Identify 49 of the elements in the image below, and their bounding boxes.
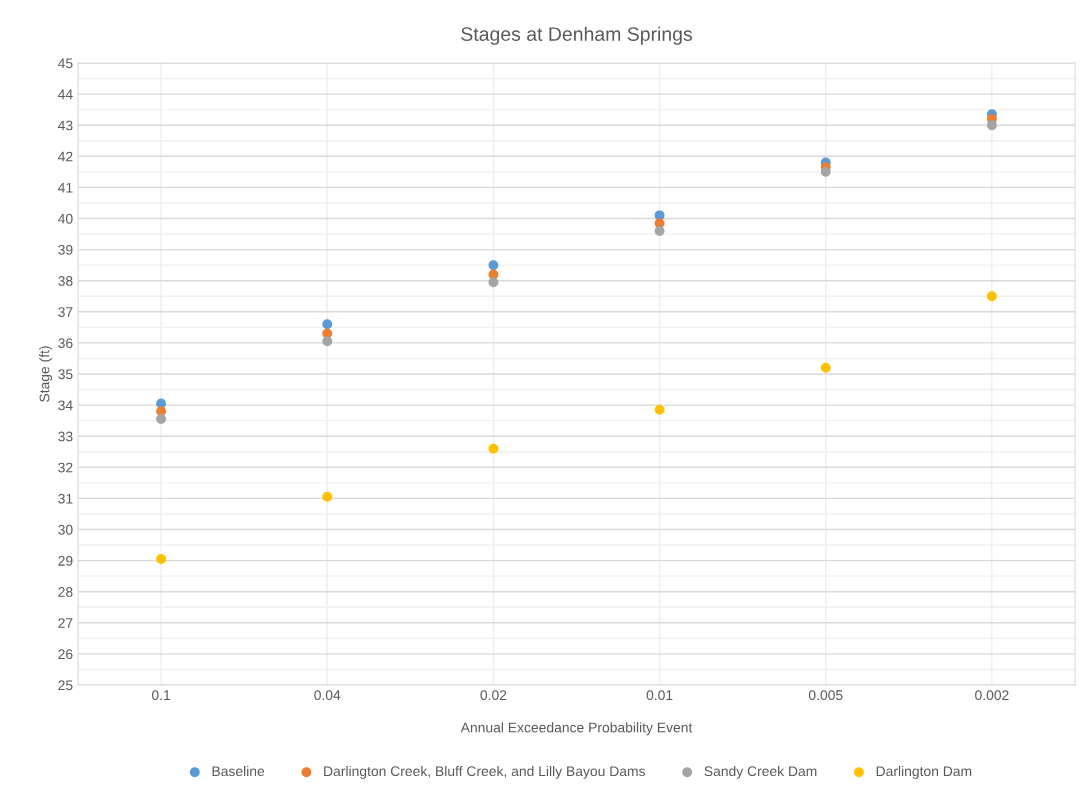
point (654, 225, 665, 236)
y-tick-label: 32 (58, 462, 73, 473)
y-tick-label: 45 (58, 58, 73, 69)
point (488, 277, 499, 288)
legend-label: Darlington Creek, Bluff Creek, and Lilly Bayou Dams (324, 765, 645, 779)
y-tick-label: 26 (58, 649, 73, 660)
y-tick-label: 39 (58, 244, 73, 255)
point (156, 398, 167, 409)
point (156, 554, 167, 565)
point (986, 291, 997, 302)
y-tick-label: 27 (58, 618, 73, 628)
point (488, 260, 499, 271)
y-tick-label: 37 (58, 307, 73, 317)
x-tick-label: 0.002 (975, 690, 1009, 701)
legend-label: Baseline (212, 765, 265, 777)
y-tick-label: 41 (58, 182, 73, 193)
y-tick-label: 40 (58, 213, 73, 224)
y-tick-label: 30 (58, 524, 73, 535)
point (322, 319, 333, 330)
x-tick-label: 0.1 (151, 690, 171, 701)
point (986, 120, 997, 131)
y-tick-label: 35 (58, 369, 73, 380)
chart-title: Stages at Denham Springs (461, 26, 692, 45)
y-tick-label: 29 (58, 555, 73, 566)
x-tick-label: 0.02 (480, 690, 507, 701)
point (820, 362, 831, 373)
point (820, 166, 831, 177)
y-tick-label: 38 (58, 276, 73, 286)
x-tick-label: 0.04 (314, 690, 341, 701)
y-tick-label: 31 (58, 493, 73, 504)
y-tick-label: 43 (58, 120, 73, 131)
y-tick-label: 36 (58, 338, 73, 349)
y-tick-label: 25 (58, 680, 73, 691)
x-axis-title: Annual Exceedance Probability Event (460, 722, 693, 736)
y-tick-label: 42 (58, 151, 73, 162)
point (156, 414, 167, 425)
legend-label: Sandy Creek Dam (704, 765, 817, 779)
y-axis-title: Stage (ft) (39, 346, 53, 402)
y-tick-label: 44 (58, 89, 73, 100)
x-tick-label: 0.01 (646, 690, 673, 701)
point (322, 336, 333, 347)
point (654, 404, 665, 415)
y-tick-label: 33 (58, 431, 73, 442)
legend-label: Darlington Dam (876, 765, 972, 779)
y-tick-label: 28 (58, 587, 73, 597)
point (488, 443, 499, 454)
x-tick-label: 0.005 (808, 690, 843, 701)
point (322, 491, 333, 502)
y-tick-label: 34 (58, 400, 73, 411)
